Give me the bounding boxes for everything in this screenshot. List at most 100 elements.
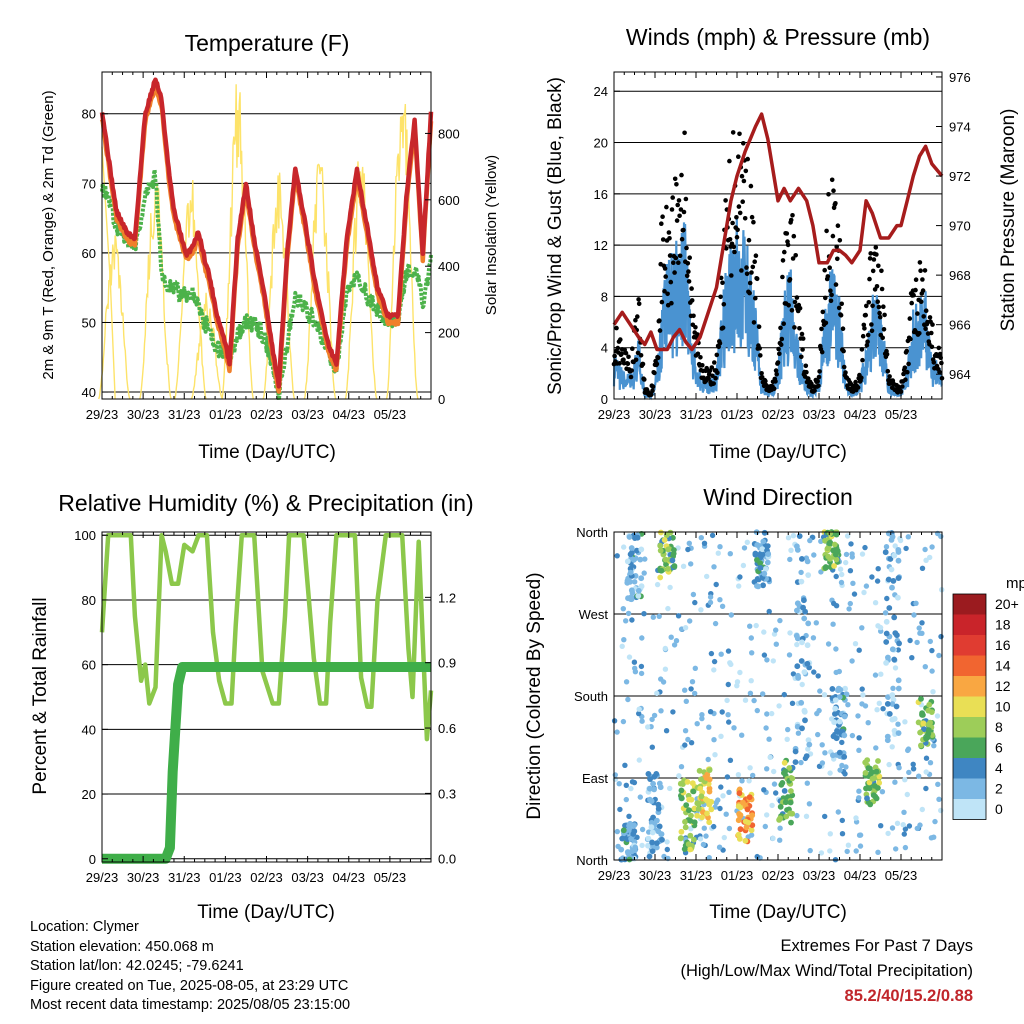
gust-point <box>746 237 752 243</box>
winds-title: Winds (mph) & Pressure (mb) <box>626 24 930 50</box>
direction-point <box>628 545 635 551</box>
direction-point <box>773 641 779 647</box>
direction-point <box>641 611 647 617</box>
gust-point <box>913 287 918 293</box>
gust-point <box>797 306 803 311</box>
solar-insolation-line <box>190 292 224 400</box>
direction-point <box>864 795 870 802</box>
gust-point <box>668 279 674 285</box>
temperature-ytick-label: 70 <box>82 176 96 191</box>
direction-point <box>718 651 724 657</box>
gust-point <box>779 336 785 342</box>
gust-point <box>828 288 833 294</box>
direction-point <box>878 671 884 677</box>
station-info: Location: Clymer Station elevation: 450.… <box>30 918 350 1016</box>
direction-point <box>901 809 907 815</box>
direction-point <box>748 678 754 684</box>
gust-point <box>819 349 825 355</box>
humidity-xtick-label: 30/23 <box>127 870 160 885</box>
direction-point <box>863 583 870 589</box>
pressure-ytick-label-right: 966 <box>949 318 971 333</box>
solar-insolation-line <box>139 185 172 400</box>
direction-point <box>825 641 832 647</box>
direction-point <box>788 788 794 794</box>
direction-point <box>804 660 811 667</box>
direction-point <box>650 780 656 787</box>
gust-point <box>659 221 664 226</box>
gust-point <box>776 346 781 352</box>
direction-point <box>685 736 691 743</box>
gust-point <box>677 253 683 259</box>
direction-point <box>849 551 855 557</box>
direction-point <box>885 694 891 700</box>
direction-point <box>726 719 732 725</box>
gust-point <box>820 309 826 315</box>
direction-point <box>760 538 767 545</box>
humidity-xtick-label: 29/23 <box>86 870 119 885</box>
direction-point <box>796 533 803 539</box>
gust-point <box>867 276 872 282</box>
direction-point <box>876 780 883 786</box>
speed-legend-swatch <box>953 799 986 820</box>
direction-point <box>759 546 766 553</box>
gust-point <box>929 330 934 336</box>
speed-legend-label: 18 <box>995 617 1011 633</box>
station-elevation: Station elevation: 450.068 m <box>30 938 214 955</box>
speed-legend-swatch <box>953 696 986 717</box>
gust-point <box>826 192 831 197</box>
gust-point <box>841 348 846 354</box>
direction-point <box>832 551 839 558</box>
direction-point <box>667 584 673 591</box>
gust-point <box>823 320 829 326</box>
direction-point <box>831 719 838 726</box>
direction-point <box>839 571 845 578</box>
direction-point <box>671 642 678 648</box>
gust-point <box>839 301 844 307</box>
direction-point <box>923 769 929 775</box>
speed-legend-label: 16 <box>995 637 1011 653</box>
direction-point <box>888 566 895 573</box>
direction-point <box>923 785 929 792</box>
direction-point <box>883 618 890 625</box>
direction-point <box>718 733 724 739</box>
direction-point <box>875 785 881 791</box>
gust-point <box>677 213 682 219</box>
direction-point <box>841 753 848 760</box>
gust-point <box>721 302 727 307</box>
direction-point <box>773 627 779 633</box>
gust-point <box>790 213 795 218</box>
direction-point <box>857 843 864 849</box>
direction-point <box>748 635 754 641</box>
direction-point <box>856 747 862 753</box>
direction-point <box>902 844 909 851</box>
direction-point <box>682 818 688 825</box>
direction-point <box>799 556 805 562</box>
direction-point <box>882 610 889 616</box>
direction-point <box>884 701 891 707</box>
direction-point <box>634 547 640 554</box>
direction-point <box>923 557 929 563</box>
direction-point <box>806 741 813 748</box>
direction-point <box>925 721 932 728</box>
gust-point <box>784 231 790 236</box>
direction-point <box>798 699 805 706</box>
direction-point <box>789 775 796 782</box>
direction-point <box>883 630 890 637</box>
direction-point <box>692 690 698 697</box>
direction-point <box>794 812 800 819</box>
direction-point <box>641 570 647 576</box>
direction-point <box>875 758 881 764</box>
gust-point <box>830 233 836 239</box>
direction-point <box>742 697 749 703</box>
direction-point <box>688 812 694 819</box>
direction-point <box>807 847 813 854</box>
direction-point <box>841 713 848 720</box>
direction-point <box>818 850 825 856</box>
gust-point <box>853 379 858 385</box>
gust-point <box>619 351 624 357</box>
direction-point <box>740 562 747 569</box>
gust-point <box>870 303 875 309</box>
direction-point <box>635 593 642 599</box>
gust-point <box>803 363 809 369</box>
direction-point <box>795 730 802 736</box>
